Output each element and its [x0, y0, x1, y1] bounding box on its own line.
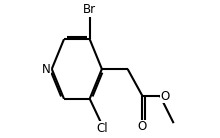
Text: O: O — [161, 90, 170, 103]
Text: N: N — [42, 63, 50, 75]
Text: Br: Br — [83, 3, 96, 16]
Text: Cl: Cl — [96, 122, 108, 135]
Text: O: O — [138, 120, 147, 133]
